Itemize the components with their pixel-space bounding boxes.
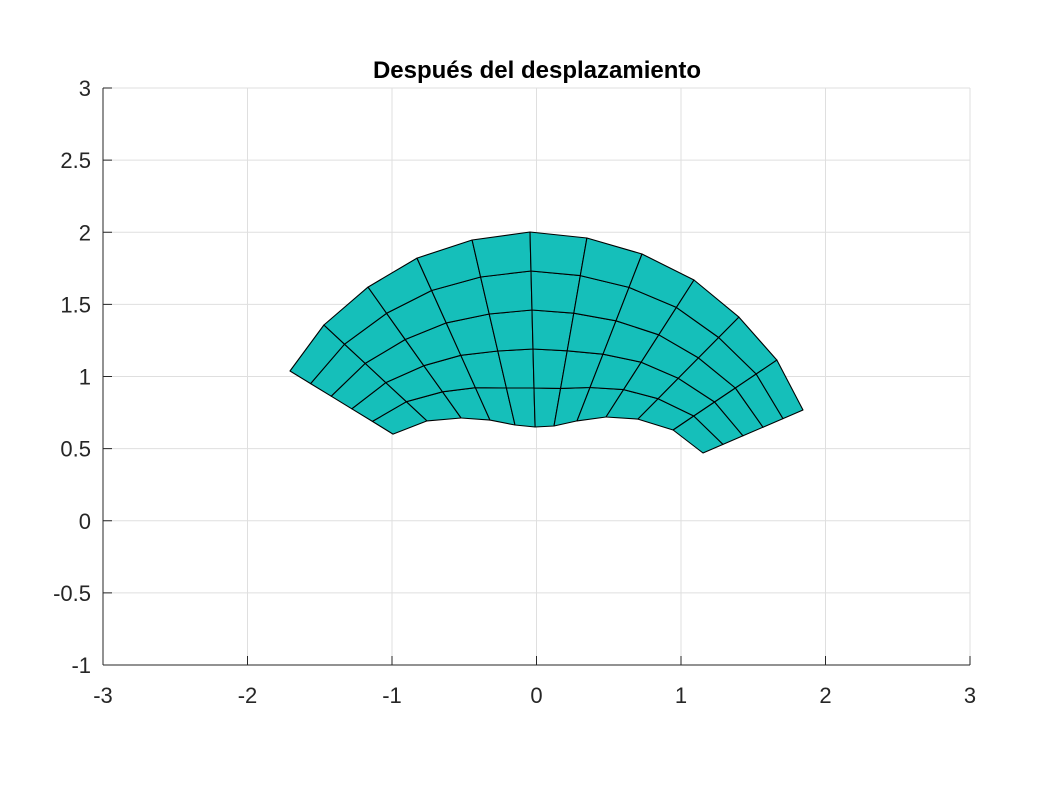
x-tick-label: 1	[675, 683, 687, 708]
y-tick-label: 0.5	[60, 437, 91, 462]
mesh-element	[529, 231, 588, 277]
y-tick-label: 0	[79, 509, 91, 534]
x-tick-label: -1	[382, 683, 402, 708]
mesh-element	[531, 309, 575, 352]
y-tick-label: -0.5	[53, 581, 91, 606]
y-tick-label: 1	[79, 365, 91, 390]
mesh	[289, 231, 804, 454]
chart-title: Después del desplazamiento	[373, 57, 701, 84]
x-tick-label: 2	[819, 683, 831, 708]
y-tick-label: 3	[79, 76, 91, 101]
mesh-element	[755, 359, 804, 420]
mesh-element	[530, 270, 581, 314]
axes: -3 -2 -1 0 1 2 3 -1 -0.5 0 0.5 1 1.5 2 2.5 3	[53, 76, 976, 708]
mesh-element	[471, 231, 532, 278]
x-tick-label: -3	[93, 683, 113, 708]
x-tick-label: 3	[964, 683, 976, 708]
y-tick-label: -1	[71, 653, 91, 678]
x-tick-label: 0	[530, 683, 542, 708]
y-tick-label: 2	[79, 220, 91, 245]
y-tick-label: 1.5	[60, 292, 91, 317]
y-tick-label: 2.5	[60, 148, 91, 173]
mesh-element	[480, 270, 533, 315]
x-tick-label: -2	[238, 683, 258, 708]
